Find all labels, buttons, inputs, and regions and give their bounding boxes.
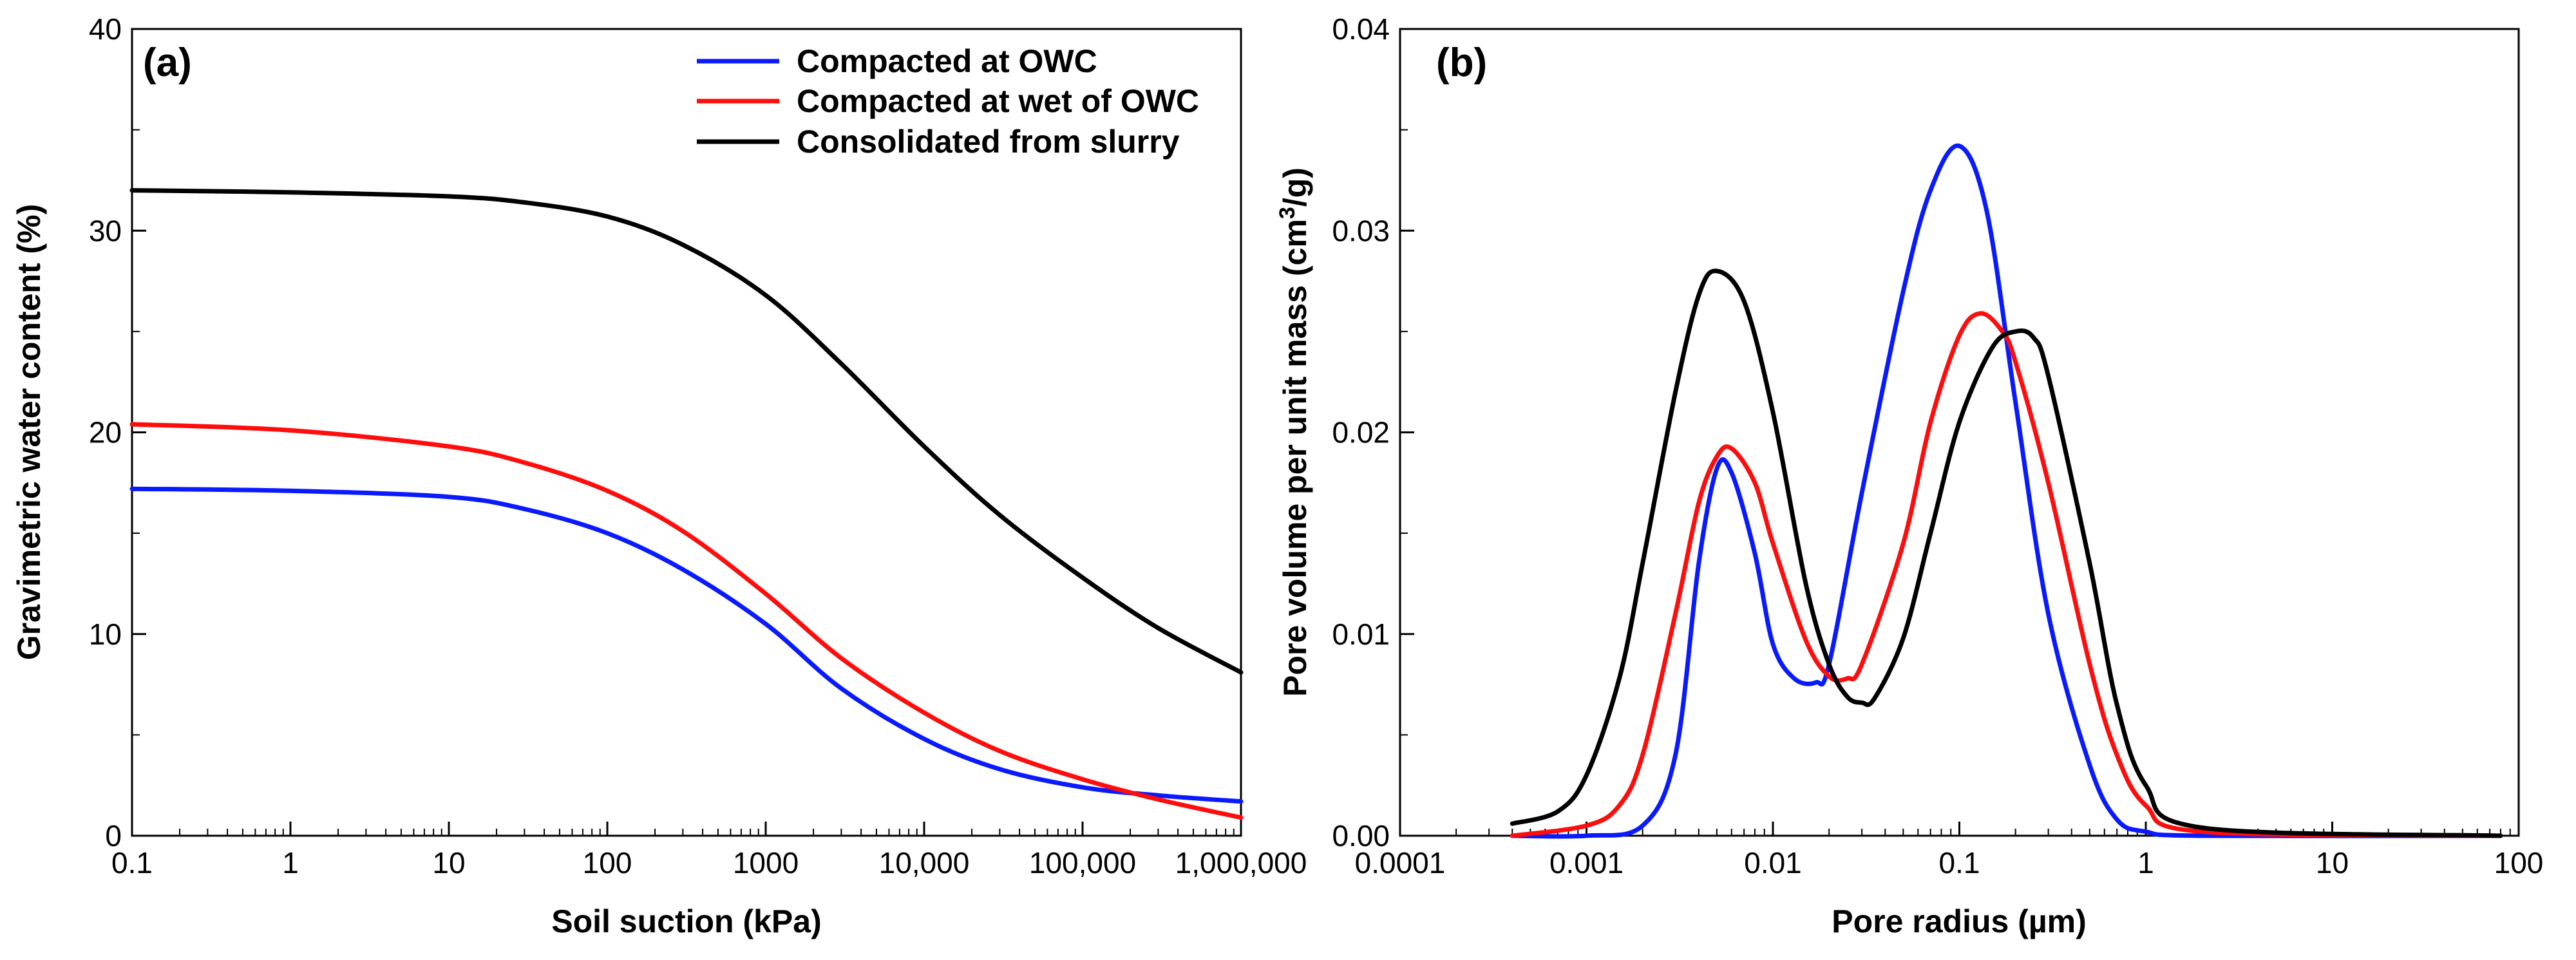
panel-b-y-title-sup: 3 [1275,207,1300,219]
panel-b-ticks: 0.0001 0.001 0.01 0.1 1 10 100 0.00 0.01 0.02 0.03… [1332,12,2543,880]
y-tick-label: 10 [89,617,122,651]
y-tick-label: 40 [89,12,122,46]
panel-b-label: (b) [1436,41,1487,85]
y-tick-label: 0.03 [1332,214,1390,247]
y-tick-label: 0.04 [1332,12,1390,46]
y-tick-label: 30 [89,214,122,247]
panel-b-series [1510,143,2503,839]
x-tick-label: 1000 [733,846,799,880]
legend: Compacted at OWC Compacted at wet of OWC… [697,43,1199,160]
panel-b-y-title-prefix: Pore volume per unit mass (cm [1277,219,1313,697]
x-tick-label: 10 [2316,846,2349,880]
y-tick-label: 20 [89,416,122,449]
x-tick-label: 0.0001 [1355,846,1446,880]
panel-b-series-owc [1510,143,2503,839]
x-tick-label: 100,000 [1029,846,1136,880]
x-tick-label: 1,000,000 [1175,846,1307,880]
panel-b-chart: (b) Pore radius (µm) Pore volume per uni… [1275,12,2543,939]
panel-a-chart: (a) Soil suction (kPa) Gravimetric water… [11,12,1307,939]
panel-a-series-wet-owc [129,422,1244,820]
panel-a-series-owc [129,486,1244,804]
legend-label-wet-owc: Compacted at wet of OWC [797,83,1199,119]
panel-b-y-axis-title: Pore volume per unit mass (cm3/g) [1275,167,1313,697]
x-tick-label: 0.001 [1549,846,1624,880]
panel-a-y-axis-title: Gravimetric water content (%) [11,204,47,661]
panel-b-plot-frame [1399,28,2520,837]
legend-label-owc: Compacted at OWC [797,43,1097,79]
x-tick-label: 10,000 [879,846,970,880]
panel-b-x-axis-title: Pore radius (µm) [1832,903,2087,939]
x-tick-label: 100 [2494,846,2544,880]
x-tick-label: 100 [583,846,632,880]
panel-b-y-title-suffix: /g) [1277,167,1313,207]
x-tick-label: 1 [282,846,299,880]
panel-b-series-slurry [1510,268,2503,838]
panel-a-series-slurry [129,188,1244,675]
y-tick-label: 0.02 [1332,416,1390,449]
panel-a-ticks: 0.1 1 10 100 1000 10,000 100,000 1,000,000 0 10 20… [89,12,1307,880]
panel-a-series [129,188,1244,820]
x-tick-label: 0.01 [1744,846,1802,880]
x-tick-label: 10 [432,846,465,880]
legend-label-slurry: Consolidated from slurry [797,124,1180,160]
x-tick-label: 1 [2137,846,2154,880]
y-tick-label: 0.00 [1332,819,1390,852]
y-tick-label: 0 [105,819,122,852]
panel-b-series-wet-owc [1510,311,2503,838]
y-tick-label: 0.01 [1332,617,1390,651]
panel-a-label: (a) [143,41,192,85]
x-tick-label: 0.1 [111,846,153,880]
x-tick-label: 0.1 [1939,846,1980,880]
panel-a-x-axis-title: Soil suction (kPa) [551,903,822,939]
